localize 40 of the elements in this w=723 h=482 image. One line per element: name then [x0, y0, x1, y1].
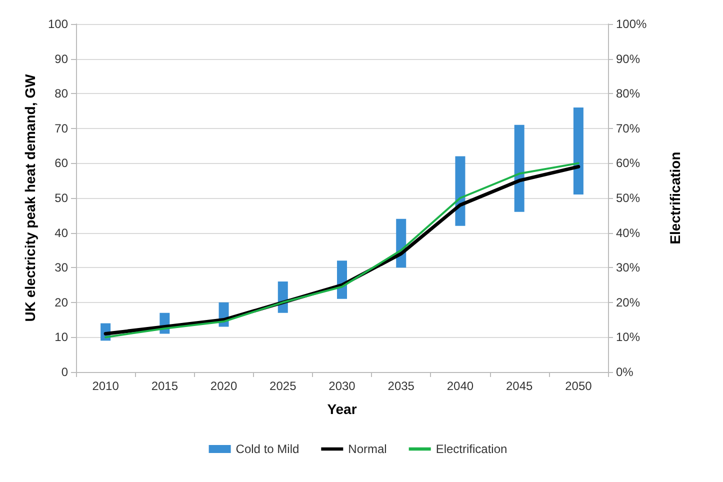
y-axis-title: UK electricity peak heat demand, GW [22, 74, 38, 322]
y-tick-label: 80 [54, 86, 68, 101]
y2-tick-label: 50% [616, 191, 640, 205]
y-tick-label: 10 [54, 330, 68, 344]
x-tick-label: 2035 [388, 379, 415, 393]
legend-label: Cold to Mild [236, 442, 300, 456]
y-tick-label: 100 [48, 17, 68, 31]
bar [514, 124, 524, 212]
y-tick-label: 0 [61, 365, 68, 379]
x-tick-label: 2050 [565, 379, 592, 393]
y2-tick-label: 90% [616, 52, 640, 66]
y-tick-label: 40 [54, 226, 68, 240]
x-tick-label: 2045 [506, 379, 534, 393]
legend-label: Electrification [436, 442, 508, 456]
y2-tick-label: 80% [616, 86, 640, 101]
y-tick-label: 90 [54, 52, 68, 66]
y-tick-label: 20 [54, 295, 68, 310]
bar [573, 108, 584, 195]
x-tick-label: 2015 [151, 379, 178, 393]
y2-tick-label: 30% [616, 260, 640, 275]
y2-tick-label: 40% [616, 226, 640, 240]
legend-label: Normal [348, 442, 387, 456]
y2-tick-label: 20% [616, 295, 640, 310]
x-tick-label: 2030 [328, 379, 356, 393]
x-tick-label: 2025 [270, 379, 297, 393]
y2-tick-label: 10% [616, 330, 640, 344]
y2-axis-title: Electrification [667, 152, 683, 244]
y-tick-label: 60 [54, 156, 68, 170]
y-tick-label: 30 [54, 260, 68, 275]
y2-tick-label: 100% [616, 17, 648, 31]
x-axis-title: Year [327, 401, 358, 417]
y-tick-label: 70 [54, 121, 68, 136]
y2-tick-label: 70% [616, 121, 640, 136]
x-tick-label: 2020 [210, 379, 238, 393]
y-tick-label: 50 [54, 191, 68, 205]
bar [455, 156, 466, 226]
y2-tick-label: 0% [616, 365, 634, 379]
x-tick-label: 2040 [446, 379, 474, 393]
y2-tick-label: 60% [616, 156, 640, 170]
x-tick-label: 2010 [92, 379, 120, 393]
